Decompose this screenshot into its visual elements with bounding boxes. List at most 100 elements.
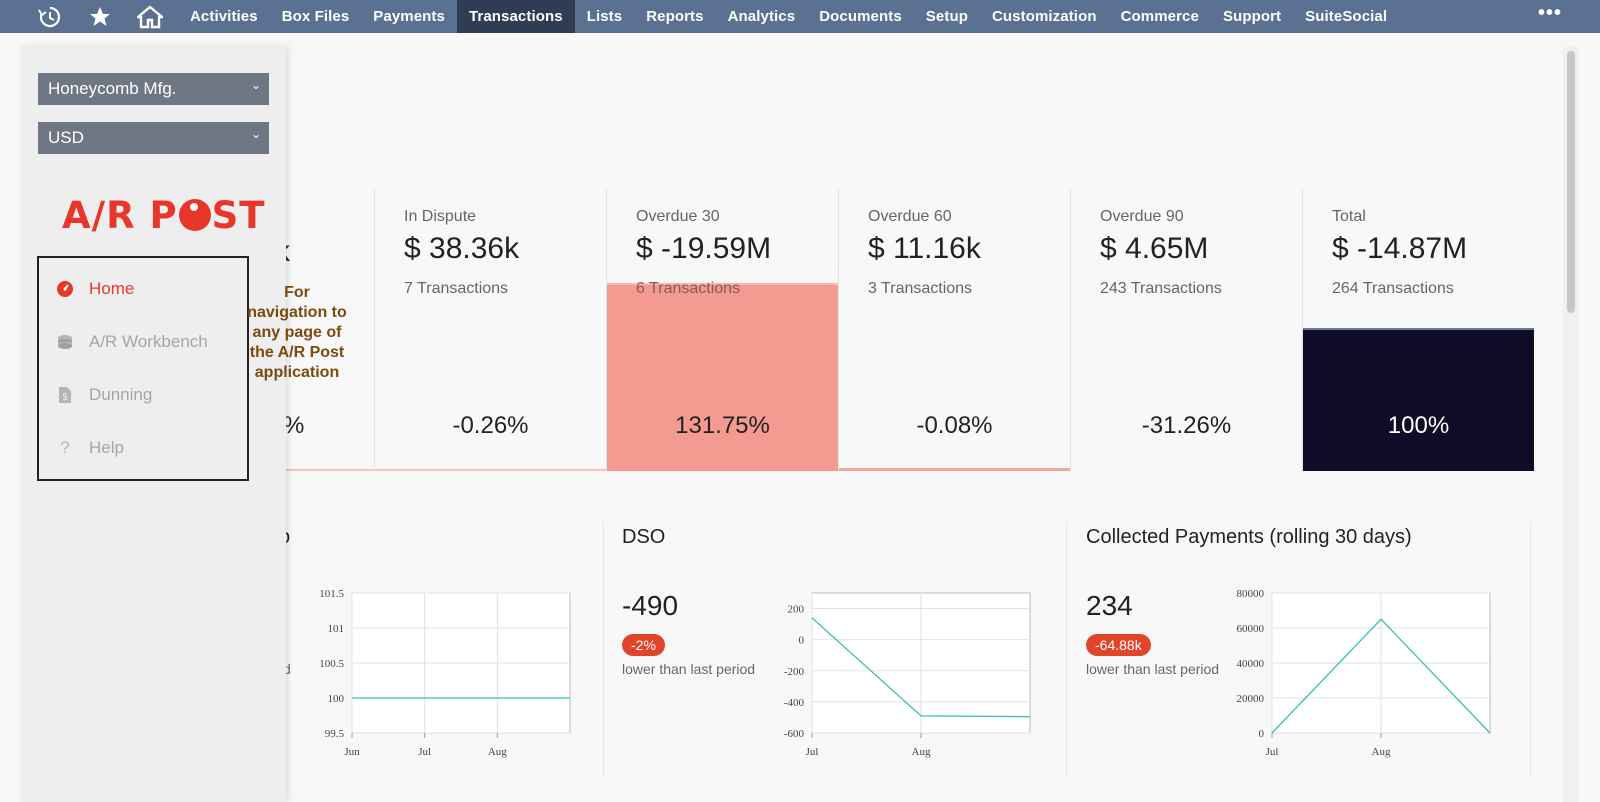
dso-change-badge: -2%	[622, 634, 665, 656]
top-navigation-bar: Activities Box Files Payments Transactions L…	[0, 0, 1600, 33]
menu-item-payments[interactable]: Payments	[373, 8, 445, 25]
kpi-card-total[interactable]: Total $ -14.87M 264 Transactions 100%	[1302, 188, 1534, 471]
dashboard-icon	[56, 280, 74, 298]
question-icon: ?	[60, 438, 70, 457]
panel-note-partial: d	[283, 661, 291, 677]
kpi-percent: 131.75%	[675, 412, 770, 439]
collected-change-badge: -64.88k	[1086, 634, 1151, 656]
sidebar-item-label: Home	[89, 279, 135, 298]
series-line	[1271, 618, 1491, 734]
home-icon[interactable]	[136, 4, 164, 30]
sidebar-nav: Home A/R Workbench $ Dunning ? Help	[37, 256, 249, 481]
recent-history-icon[interactable]	[36, 4, 64, 30]
menu-item-setup[interactable]: Setup	[925, 8, 968, 25]
collected-note: lower than last period	[1086, 661, 1220, 677]
kpi-percent: -0.26%	[452, 412, 529, 439]
kpi-count: 264 Transactions	[1332, 280, 1454, 297]
y-tick-label: 20000	[1237, 693, 1265, 705]
kpi-label: Overdue 30	[636, 208, 720, 225]
dso-value: -490	[622, 590, 679, 621]
kpi-percent: 100%	[1387, 412, 1450, 439]
currency-select[interactable]: USD ⌄	[38, 122, 269, 154]
y-tick-label: -200	[784, 666, 805, 678]
kpi-count: 243 Transactions	[1100, 280, 1222, 297]
coins-icon	[56, 333, 74, 351]
sidebar-item-home[interactable]: Home	[56, 279, 134, 299]
kpi-label: Overdue 90	[1100, 208, 1184, 225]
menu-item-documents[interactable]: Documents	[819, 8, 902, 25]
chart-left: 101.5 101 100.5 100 99.5 Jun Jul Aug	[319, 588, 571, 758]
kpi-count: 6 Transactions	[636, 280, 741, 297]
menu-item-analytics[interactable]: Analytics	[727, 8, 796, 25]
y-tick-label: 60000	[1237, 623, 1265, 635]
collected-title: Collected Payments (rolling 30 days)	[1086, 526, 1412, 548]
x-tick-label: Jul	[418, 746, 431, 758]
kpi-count: 3 Transactions	[868, 280, 973, 297]
sidebar-item-label: Dunning	[89, 385, 153, 404]
kpi-card-overdue-30[interactable]: Overdue 30 $ -19.59M 6 Transactions 131.…	[606, 188, 838, 471]
y-tick-label: 40000	[1237, 658, 1265, 670]
x-tick-label: Aug	[912, 746, 931, 758]
kpi-card-overdue-60[interactable]: Overdue 60 $ 11.16k 3 Transactions -0.08…	[838, 188, 1070, 471]
menu-item-suitesocial[interactable]: SuiteSocial	[1305, 8, 1388, 25]
kpi-count: 7 Transactions	[404, 280, 509, 297]
menu-item-box-files[interactable]: Box Files	[281, 8, 350, 25]
y-tick-label: 100	[328, 693, 345, 705]
kpi-fill	[1303, 328, 1534, 471]
menu-item-customization[interactable]: Customization	[991, 8, 1097, 25]
currency-select-value: USD	[48, 128, 84, 147]
panel-divider	[603, 522, 604, 776]
sidebar-item-label: A/R Workbench	[89, 332, 208, 351]
star-icon[interactable]	[86, 4, 114, 30]
x-tick-label: Aug	[1372, 746, 1391, 758]
main-menu: Activities Box Files Payments Transactions L…	[178, 0, 1399, 33]
svg-text:$: $	[62, 392, 68, 403]
kpi-amount: $ 4.65M	[1100, 232, 1209, 265]
y-tick-label: 80000	[1237, 588, 1265, 600]
kpi-label: In Dispute	[404, 208, 477, 225]
invoice-icon: $	[56, 386, 74, 404]
kpi-label: Overdue 60	[868, 208, 952, 225]
kpi-fill	[607, 283, 838, 471]
sidebar-item-label: Help	[89, 438, 124, 457]
menu-item-reports[interactable]: Reports	[646, 8, 704, 25]
series-line	[811, 617, 1031, 718]
sidebar-item-dunning[interactable]: $ Dunning	[56, 385, 152, 405]
sidebar-item-ar-workbench[interactable]: A/R Workbench	[56, 332, 208, 352]
scrollbar-thumb[interactable]	[1567, 51, 1575, 313]
kpi-amount: $ -14.87M	[1332, 232, 1468, 265]
x-tick-label: Aug	[488, 746, 507, 758]
kpi-card-in-dispute[interactable]: In Dispute $ 38.36k 7 Transactions -0.26…	[374, 188, 606, 471]
scrollbar[interactable]	[1563, 47, 1579, 802]
card-partial-baseline	[286, 469, 374, 471]
y-tick-label: 99.5	[325, 728, 345, 740]
y-tick-label: 101.5	[319, 588, 344, 600]
kpi-amount: $ 11.16k	[868, 232, 981, 265]
sidebar-item-help[interactable]: ? Help	[56, 438, 124, 458]
menu-item-lists[interactable]: Lists	[586, 8, 623, 25]
y-tick-label: -400	[784, 697, 805, 709]
ar-post-logo: A/R P ST	[62, 193, 266, 237]
chevron-down-icon: ⌄	[250, 78, 261, 92]
x-tick-label: Jun	[344, 746, 360, 758]
kpi-percent: -0.08%	[916, 412, 993, 439]
chevron-down-icon: ⌄	[250, 127, 261, 141]
menu-item-transactions[interactable]: Transactions	[456, 0, 575, 33]
x-tick-label: Jul	[1266, 746, 1279, 758]
y-tick-label: 200	[788, 604, 805, 616]
kpi-amount: $ -19.59M	[636, 232, 772, 265]
company-select[interactable]: Honeycomb Mfg. ⌄	[38, 73, 269, 105]
y-tick-label: -600	[784, 728, 805, 740]
panel-divider	[1530, 522, 1531, 776]
more-icon[interactable]: •••	[1537, 2, 1562, 24]
panel-divider	[1066, 522, 1067, 776]
company-select-value: Honeycomb Mfg.	[48, 79, 177, 98]
menu-item-commerce[interactable]: Commerce	[1120, 8, 1199, 25]
card-partial-percent: %	[283, 412, 305, 439]
menu-item-support[interactable]: Support	[1222, 8, 1282, 25]
kpi-card-overdue-90[interactable]: Overdue 90 $ 4.65M 243 Transactions -31.…	[1070, 188, 1302, 471]
x-tick-label: Jul	[806, 746, 819, 758]
menu-item-activities[interactable]: Activities	[190, 8, 258, 25]
